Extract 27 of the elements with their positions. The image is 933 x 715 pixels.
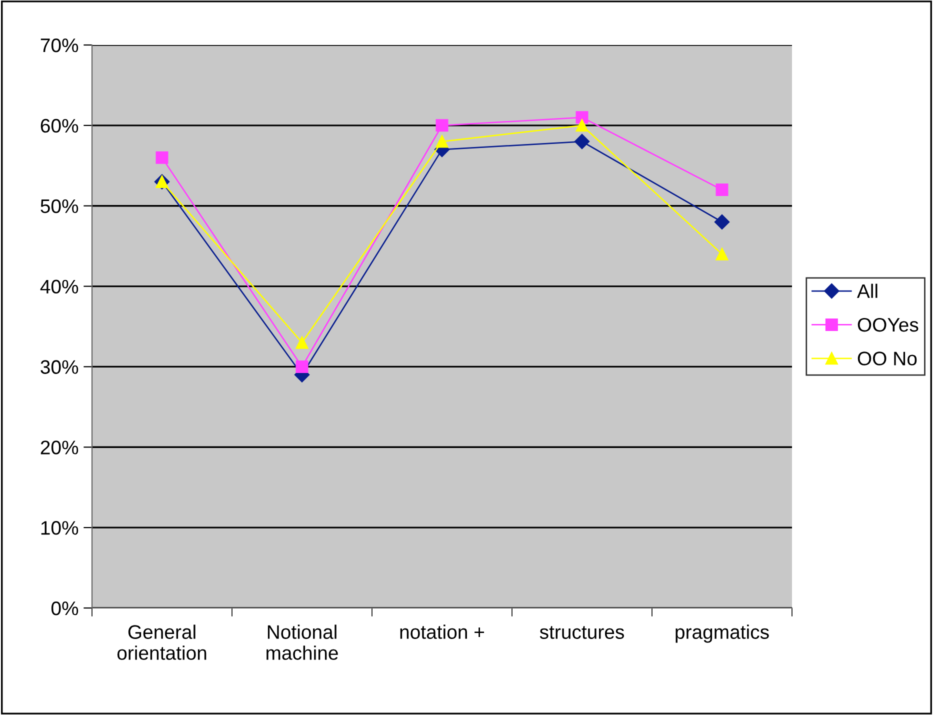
x-tick-label: Notional machine <box>266 624 338 660</box>
point <box>576 111 588 124</box>
legend-label: All <box>856 284 878 298</box>
point <box>436 119 448 132</box>
point <box>436 135 448 148</box>
point <box>156 151 168 164</box>
y-tick-label: 60% <box>40 118 78 133</box>
point <box>714 214 730 230</box>
y-tick-label: 30% <box>40 360 78 374</box>
x-tick-label: structures <box>540 626 624 639</box>
point <box>576 119 588 132</box>
y-tick-label: 20% <box>40 440 78 454</box>
y-tick-label: 40% <box>40 280 78 294</box>
point <box>574 134 590 150</box>
point <box>716 184 728 196</box>
x-tick-label: notation + <box>400 624 484 639</box>
x-tick-label: General orientation <box>117 624 206 660</box>
y-tick-label: 10% <box>41 521 78 535</box>
y-tick-label: 50% <box>40 199 78 214</box>
legend-label: OO No <box>858 352 917 366</box>
legend-label: OOYes <box>858 318 918 332</box>
y-tick-label: 0% <box>51 601 78 616</box>
point <box>716 248 728 260</box>
y-tick-label: 70% <box>40 38 78 52</box>
x-tick-label: pragmatics <box>676 624 769 643</box>
point <box>296 336 308 349</box>
point <box>296 360 308 373</box>
